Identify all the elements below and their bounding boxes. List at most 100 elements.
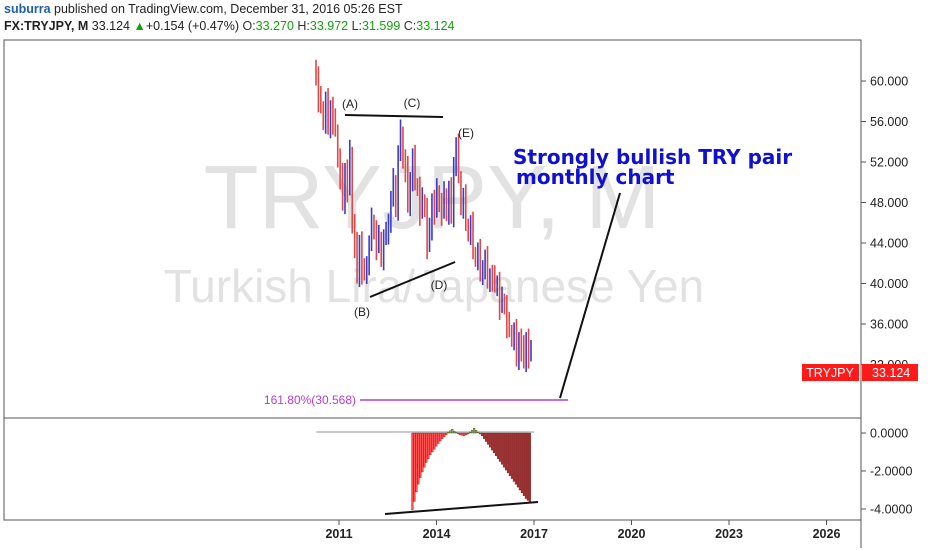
osc-bar	[425, 432, 428, 463]
price-tick-label: 40.000	[870, 277, 908, 291]
price-tag-name-box	[802, 364, 859, 381]
osc-bar	[451, 429, 454, 434]
price-tick-label: 60.000	[870, 75, 908, 89]
osc-bar	[487, 432, 490, 445]
divergence-line	[384, 501, 539, 515]
osc-bar	[502, 432, 506, 468]
osc-bar	[433, 432, 436, 450]
osc-bar	[473, 428, 476, 434]
osc-bar	[483, 432, 486, 439]
time-axis[interactable]: 2011 2014 2017 2020 2023 2026	[325, 520, 840, 541]
osc-bar	[453, 430, 456, 434]
price-tick-label: 44.000	[870, 237, 908, 251]
wave-label-e: (E)	[458, 126, 474, 140]
osc-bar	[492, 432, 496, 454]
osc-bar	[500, 432, 504, 465]
osc-bar	[471, 429, 474, 434]
osc-bar	[467, 432, 470, 435]
high-value: 33.972	[309, 19, 349, 33]
osc-bar	[445, 432, 448, 436]
osc-bar	[510, 432, 513, 479]
osc-bar	[469, 431, 472, 434]
time-tick-label: 2023	[715, 527, 743, 541]
osc-tick-label: 0.0000	[870, 427, 908, 441]
change-arrow: ▲	[133, 19, 146, 33]
price-tick-label: 36.000	[870, 318, 908, 332]
osc-bar	[421, 432, 424, 473]
osc-bar	[413, 432, 416, 502]
high-label: H:	[297, 19, 310, 33]
time-tick-label: 2017	[520, 527, 548, 541]
osc-bar	[496, 432, 500, 459]
osc-bar	[498, 432, 502, 462]
osc-bar	[528, 432, 531, 502]
osc-bar	[488, 432, 492, 448]
osc-bar	[457, 432, 460, 435]
price-tag-name: TRYJPY	[806, 366, 854, 380]
osc-bar	[461, 432, 464, 436]
published-line: suburra published on TradingView.com, De…	[4, 2, 403, 16]
candle-series	[315, 59, 532, 373]
osc-bar	[465, 432, 468, 436]
osc-bar	[443, 432, 446, 437]
osc-bar	[485, 432, 488, 442]
annotation-line-1: Strongly bullish TRY pair	[513, 145, 792, 169]
osc-bar	[439, 432, 442, 442]
last-price: 33.124	[91, 19, 130, 33]
open-label: O:	[242, 19, 256, 33]
osc-bar	[427, 432, 430, 459]
osc-bar	[479, 432, 482, 435]
watermark-name: Turkish Lira/Japanese Yen	[164, 260, 704, 312]
time-tick-label: 2020	[618, 527, 646, 541]
osc-bar	[415, 432, 418, 493]
osc-bar	[512, 432, 515, 482]
osc-bar	[463, 432, 466, 437]
price-tag-value-box	[862, 364, 918, 381]
osc-bar	[481, 432, 484, 437]
time-tick-label: 2026	[813, 527, 841, 541]
osc-bar	[423, 432, 426, 468]
open-value: 33.270	[255, 19, 294, 33]
osc-bar	[411, 432, 414, 511]
osc-bar	[459, 432, 462, 436]
osc-bar	[514, 432, 517, 485]
symbol-label: FX:TRYJPY, M	[4, 19, 89, 33]
osc-bar	[475, 429, 478, 434]
oscillator-bars	[411, 428, 531, 511]
osc-bar	[435, 432, 438, 447]
price-tick-label: 48.000	[870, 196, 908, 210]
osc-tick-label: -2.0000	[870, 465, 912, 479]
low-value: 31.599	[362, 19, 401, 33]
osc-bar	[419, 432, 422, 478]
osc-bar	[441, 432, 444, 439]
upper-trendline	[344, 114, 444, 118]
osc-bar	[429, 432, 432, 456]
osc-bar	[520, 432, 523, 494]
osc-bar	[508, 432, 511, 476]
price-tick-label: 56.000	[870, 115, 908, 129]
osc-bar	[524, 432, 527, 499]
close-value: 33.124	[416, 19, 455, 33]
fib-extension-label: 161.80%(30.568)	[264, 393, 356, 407]
osc-bar	[522, 432, 525, 496]
ohlc-line: FX:TRYJPY, M 33.124 ▲+0.154 (+0.47%) O:3…	[4, 19, 455, 33]
wave-label-b: (B)	[354, 305, 370, 319]
wave-label-c: (C)	[404, 96, 421, 110]
lower-trendline	[369, 261, 456, 298]
wave-label-a: (A)	[342, 97, 358, 111]
osc-tick-label: -4.0000	[870, 503, 912, 517]
osc-bar	[526, 432, 529, 501]
published-text: published on TradingView.com, December 3…	[50, 2, 403, 16]
osc-bar	[447, 431, 450, 434]
low-label: L:	[351, 19, 363, 33]
author-name[interactable]: suburra	[4, 2, 51, 16]
osc-bar	[449, 430, 452, 434]
close-label: C:	[403, 19, 417, 33]
projection-line	[559, 192, 621, 399]
price-axis[interactable]: 60.000 56.000 52.000 48.000 44.000 40.000 36.0…	[861, 75, 908, 373]
wave-label-d: (D)	[431, 278, 448, 292]
osc-bar	[477, 431, 480, 434]
oscillator-axis[interactable]: 0.0000 -2.0000 -4.0000	[861, 427, 912, 517]
osc-bar	[516, 432, 519, 488]
